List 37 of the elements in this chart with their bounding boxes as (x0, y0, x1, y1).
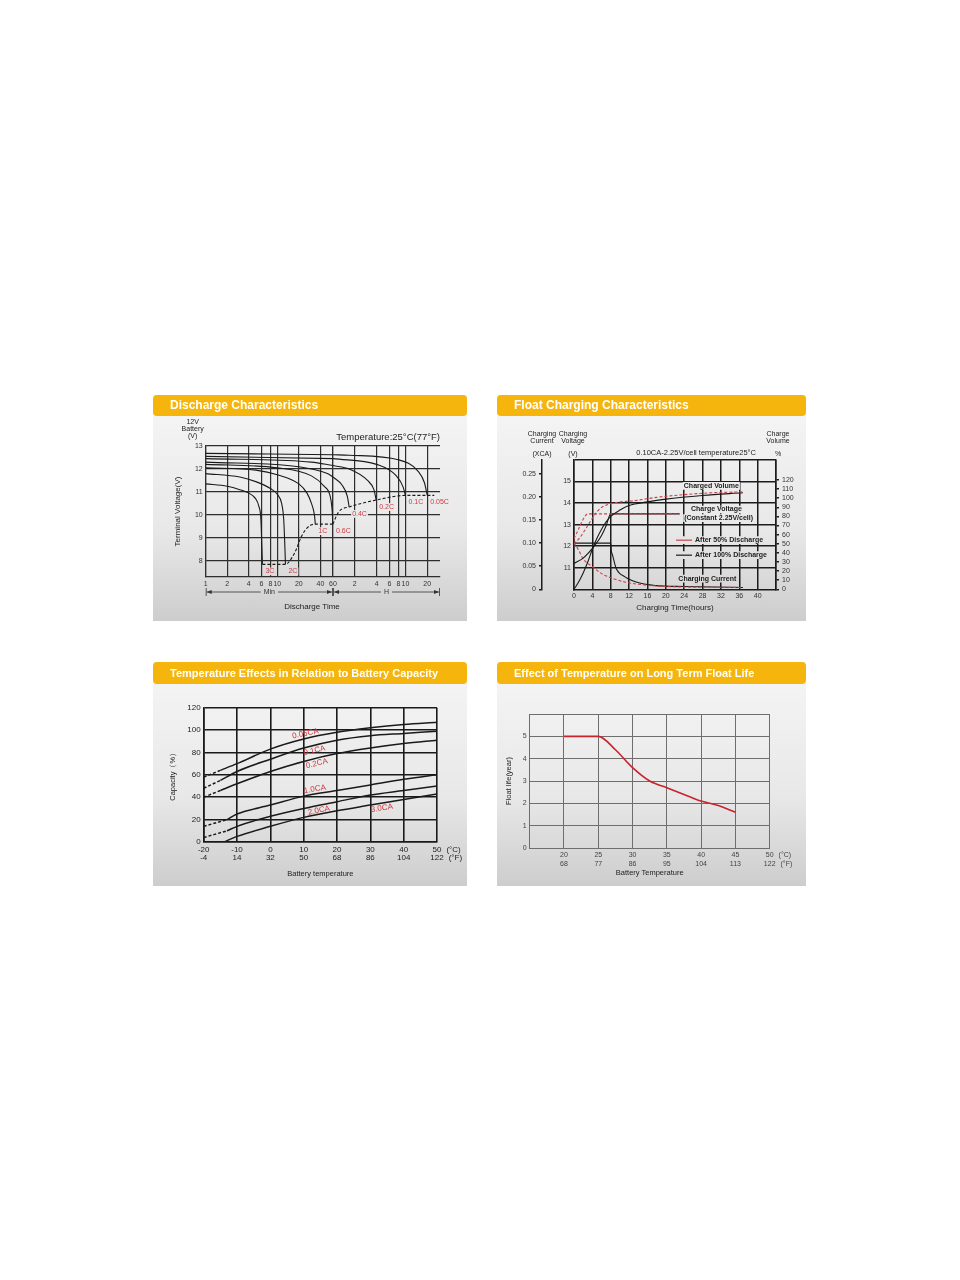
chart-title: Temperature Effects in Relation to Battery Capacity (170, 667, 439, 679)
x-tick-label: 0 (268, 845, 274, 854)
y-axis-title: Terminal Voltage(V) (173, 476, 182, 547)
x-axis-title: Discharge Time (284, 602, 341, 612)
text: 0.2CA (304, 756, 330, 771)
text: 2.0CA (307, 803, 332, 817)
x2-tick-label: 104 (396, 853, 411, 862)
y-tick-label: 120 (187, 702, 202, 712)
chart-title: Discharge Characteristics (170, 398, 319, 412)
x-axis-title: Charging Time(hours) (636, 603, 715, 613)
x2-tick-label: 86 (365, 853, 376, 862)
x-tick-label: -20 (197, 845, 211, 854)
text: 1.0CA (303, 782, 328, 796)
y-tick-label: 80 (191, 747, 202, 757)
y-tick-label: 60 (191, 770, 202, 780)
x-tick-label: -10 (231, 845, 244, 854)
text: 0.1CA (302, 743, 327, 758)
chart-title: Effect of Temperature on Long Term Float Life (514, 667, 755, 679)
chart-subtitle: Temperature:25°C(77°F) (336, 431, 440, 442)
x-tick-label: 40 (399, 845, 409, 854)
x2-tick-label: 122 (430, 853, 445, 862)
text: 0.05CA (291, 726, 320, 741)
y-tick-label: 40 (191, 792, 202, 802)
x2-tick-label: 68 (332, 853, 343, 862)
text: (°F) (448, 853, 463, 862)
x-tick-label: 20 (332, 845, 343, 854)
x-tick-label: 30 (365, 845, 376, 854)
x-tick-label: 10 (299, 845, 309, 854)
y-tick-label: 100 (187, 725, 202, 735)
y-tick-label: 0 (196, 837, 202, 847)
text: 3.0CA (370, 801, 395, 815)
y-tick-label: 20 (191, 814, 202, 824)
x2-tick-label: 14 (232, 853, 243, 862)
x2-tick-label: -4 (200, 853, 208, 862)
chart-title: Float Charging Characteristics (514, 398, 689, 412)
x-tick-label: 50 (432, 845, 442, 854)
text: (°C) (446, 845, 462, 854)
